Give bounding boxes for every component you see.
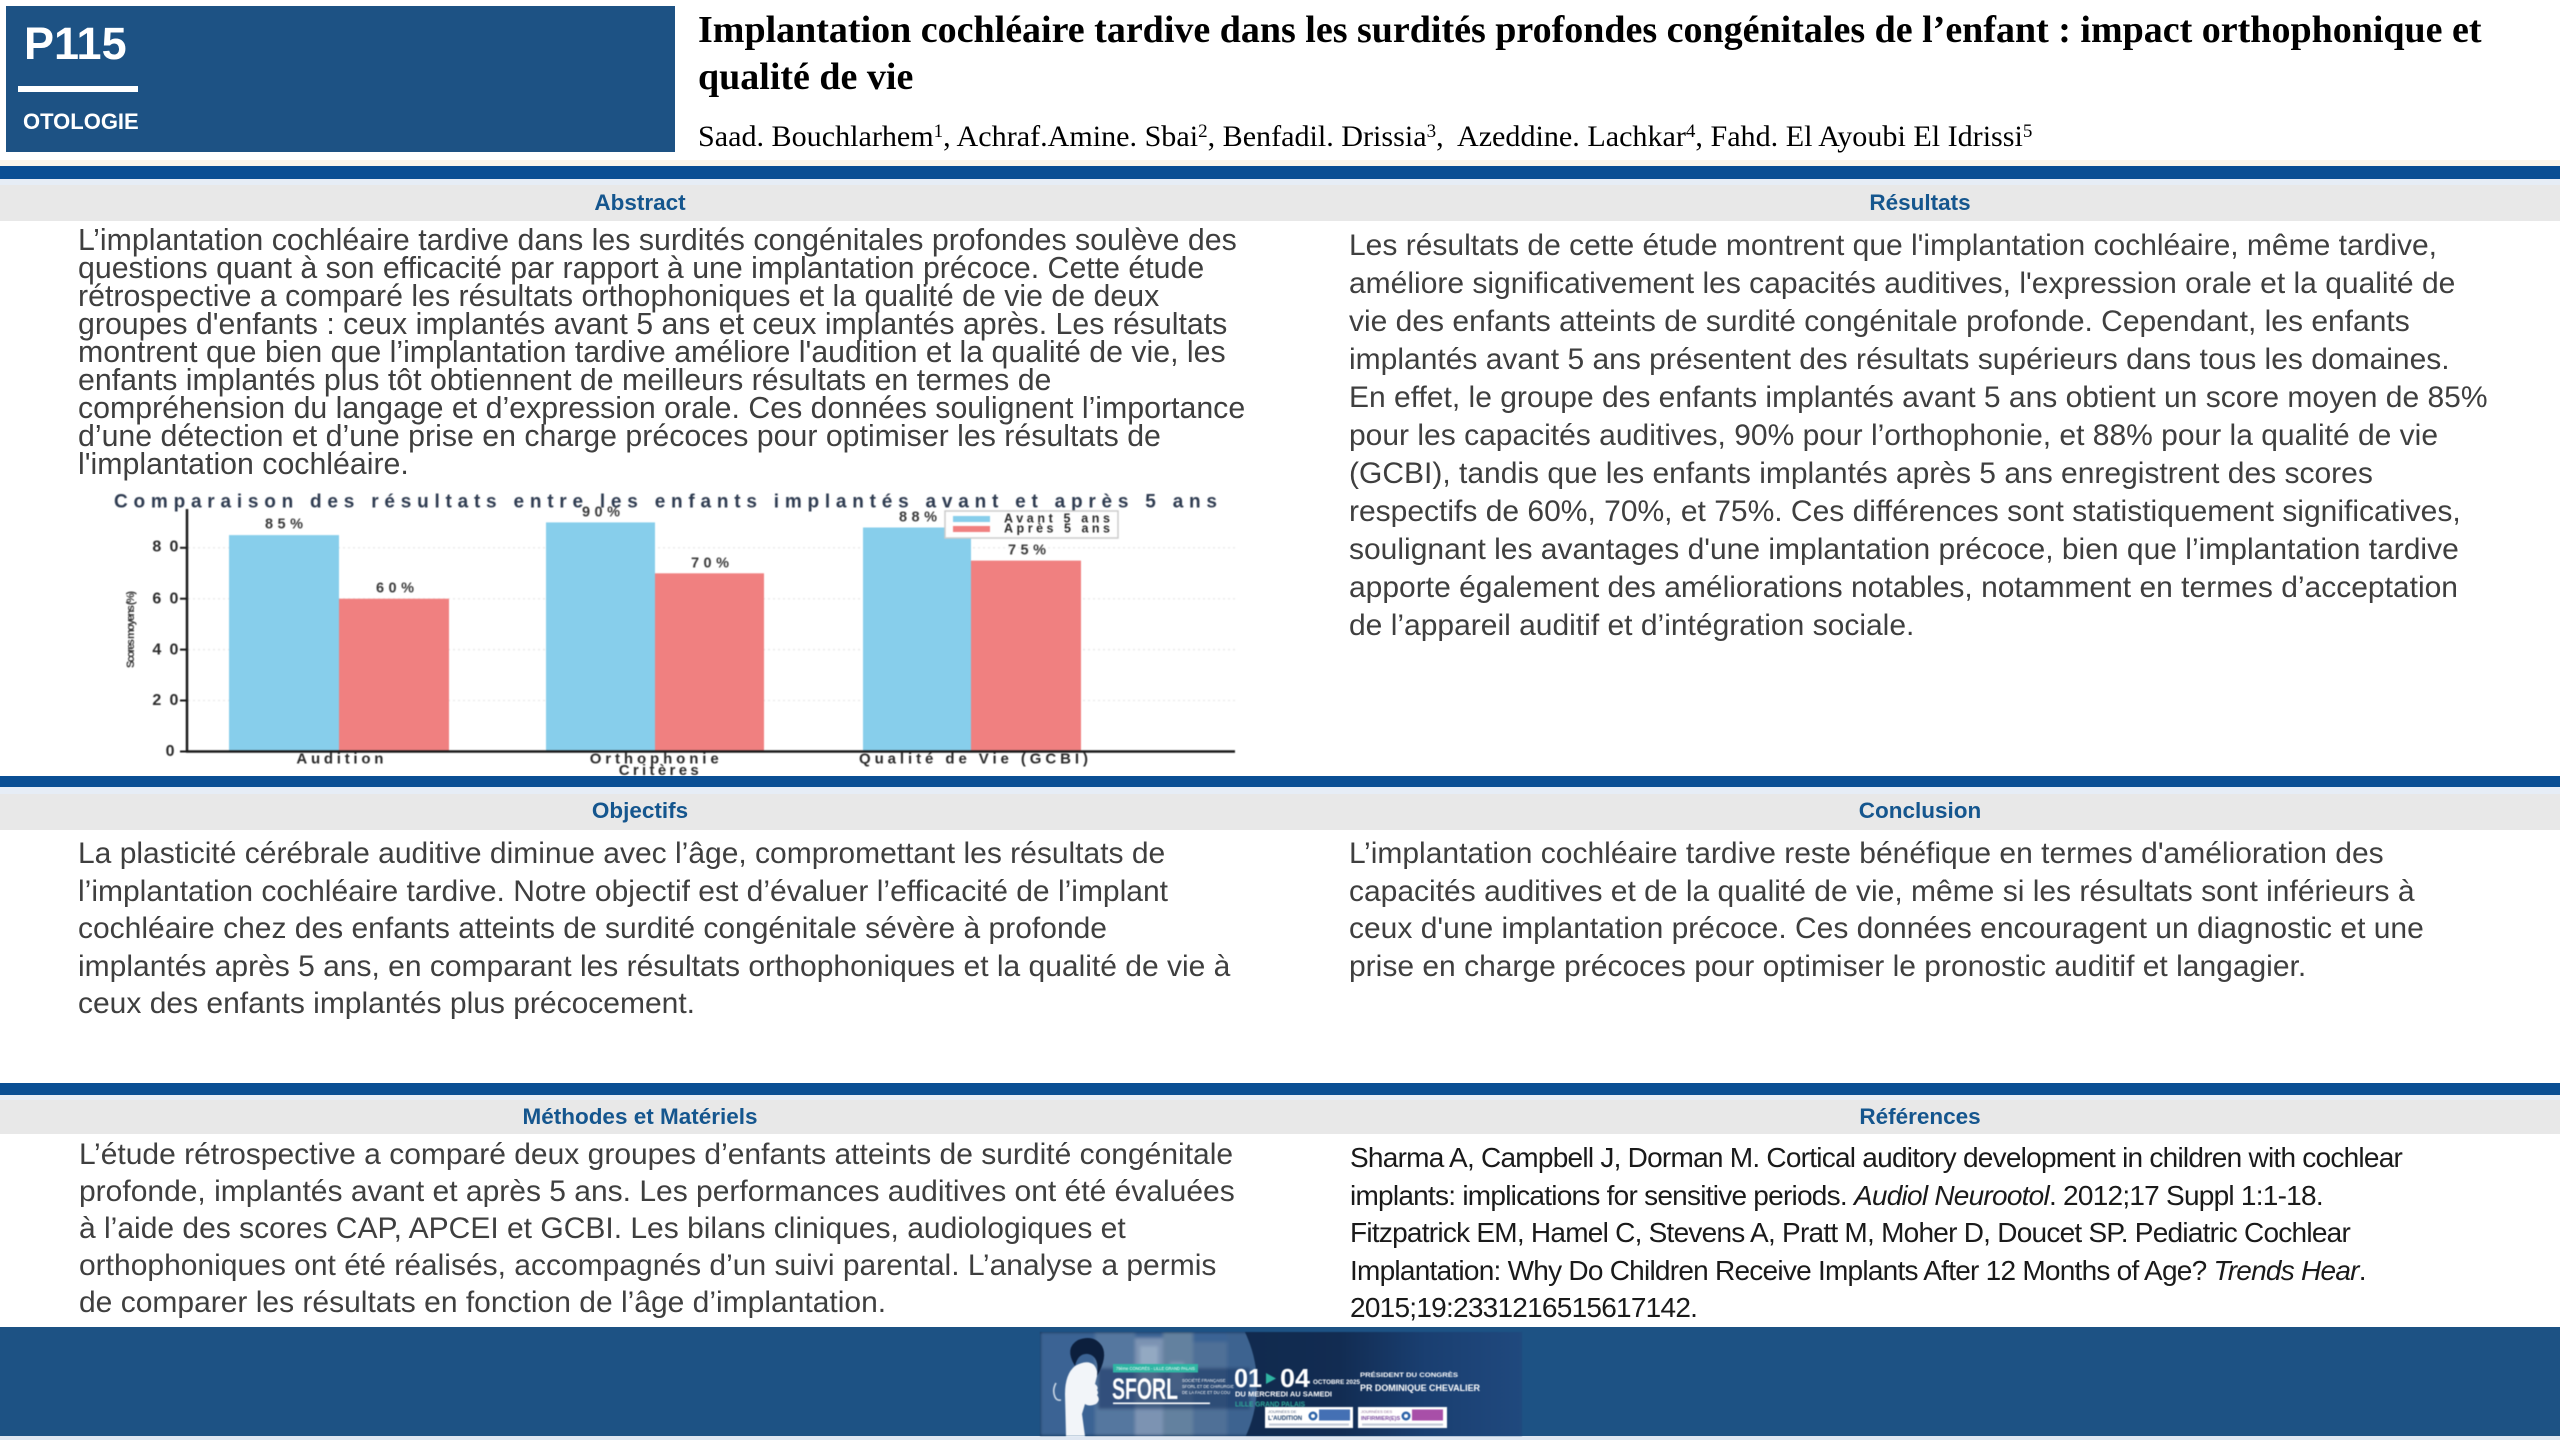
svg-text:04: 04	[1280, 1363, 1311, 1393]
svg-text:SFORL ET DE CHIRURGIE: SFORL ET DE CHIRURGIE	[1182, 1384, 1234, 1389]
svg-text:SOCIÉTÉ FRANÇAISE: SOCIÉTÉ FRANÇAISE	[1182, 1378, 1226, 1383]
svg-text:60: 60	[152, 590, 178, 607]
svg-text:Scores moyens (%): Scores moyens (%)	[125, 591, 137, 668]
svg-text:20: 20	[152, 692, 178, 709]
svg-text:PRÉSIDENT DU CONGRÈS: PRÉSIDENT DU CONGRÈS	[1360, 1370, 1459, 1379]
svg-text:DU MERCREDI AU SAMEDI: DU MERCREDI AU SAMEDI	[1235, 1390, 1332, 1399]
svg-text:JOURNÉES DE: JOURNÉES DE	[1268, 1409, 1297, 1414]
svg-text:79ème CONGRÈS - LILLE GRAND PA: 79ème CONGRÈS - LILLE GRAND PALAIS	[1116, 1365, 1195, 1371]
svg-text:DE LA FACE ET DU COU: DE LA FACE ET DU COU	[1182, 1390, 1230, 1395]
svg-text:OCTOBRE 2025: OCTOBRE 2025	[1313, 1379, 1360, 1386]
svg-text:Avant 5 ans: Avant 5 ans	[1004, 512, 1110, 526]
svg-text:LILLE GRAND PALAIS: LILLE GRAND PALAIS	[1235, 1400, 1305, 1409]
svg-text:85%: 85%	[265, 517, 303, 533]
svg-text:Après 5 ans: Après 5 ans	[1004, 522, 1110, 536]
svg-text:80: 80	[152, 539, 178, 556]
svg-text:40: 40	[152, 641, 178, 658]
svg-text:Qualité de Vie (GCBI): Qualité de Vie (GCBI)	[859, 751, 1088, 768]
svg-text:70%: 70%	[691, 555, 729, 571]
svg-text:Comparaison des résultats entr: Comparaison des résultats entre les enfa…	[114, 491, 1217, 512]
svg-text:INFIRMIER(E)S: INFIRMIER(E)S	[1361, 1416, 1400, 1422]
svg-text:Critères: Critères	[619, 762, 699, 779]
svg-text:Audition: Audition	[296, 751, 383, 768]
svg-text:L'AUDITION: L'AUDITION	[1268, 1416, 1302, 1422]
svg-text:JOURNÉES DES: JOURNÉES DES	[1361, 1409, 1392, 1414]
svg-text:0: 0	[166, 743, 175, 760]
svg-text:75%: 75%	[1008, 543, 1046, 559]
svg-text:SFORL: SFORL	[1112, 1373, 1178, 1406]
svg-text:90%: 90%	[582, 505, 620, 521]
svg-text:88%: 88%	[899, 510, 937, 526]
svg-text:60%: 60%	[376, 581, 414, 597]
svg-text:01: 01	[1234, 1363, 1262, 1393]
svg-text:PR DOMINIQUE CHEVALIER: PR DOMINIQUE CHEVALIER	[1360, 1383, 1480, 1394]
